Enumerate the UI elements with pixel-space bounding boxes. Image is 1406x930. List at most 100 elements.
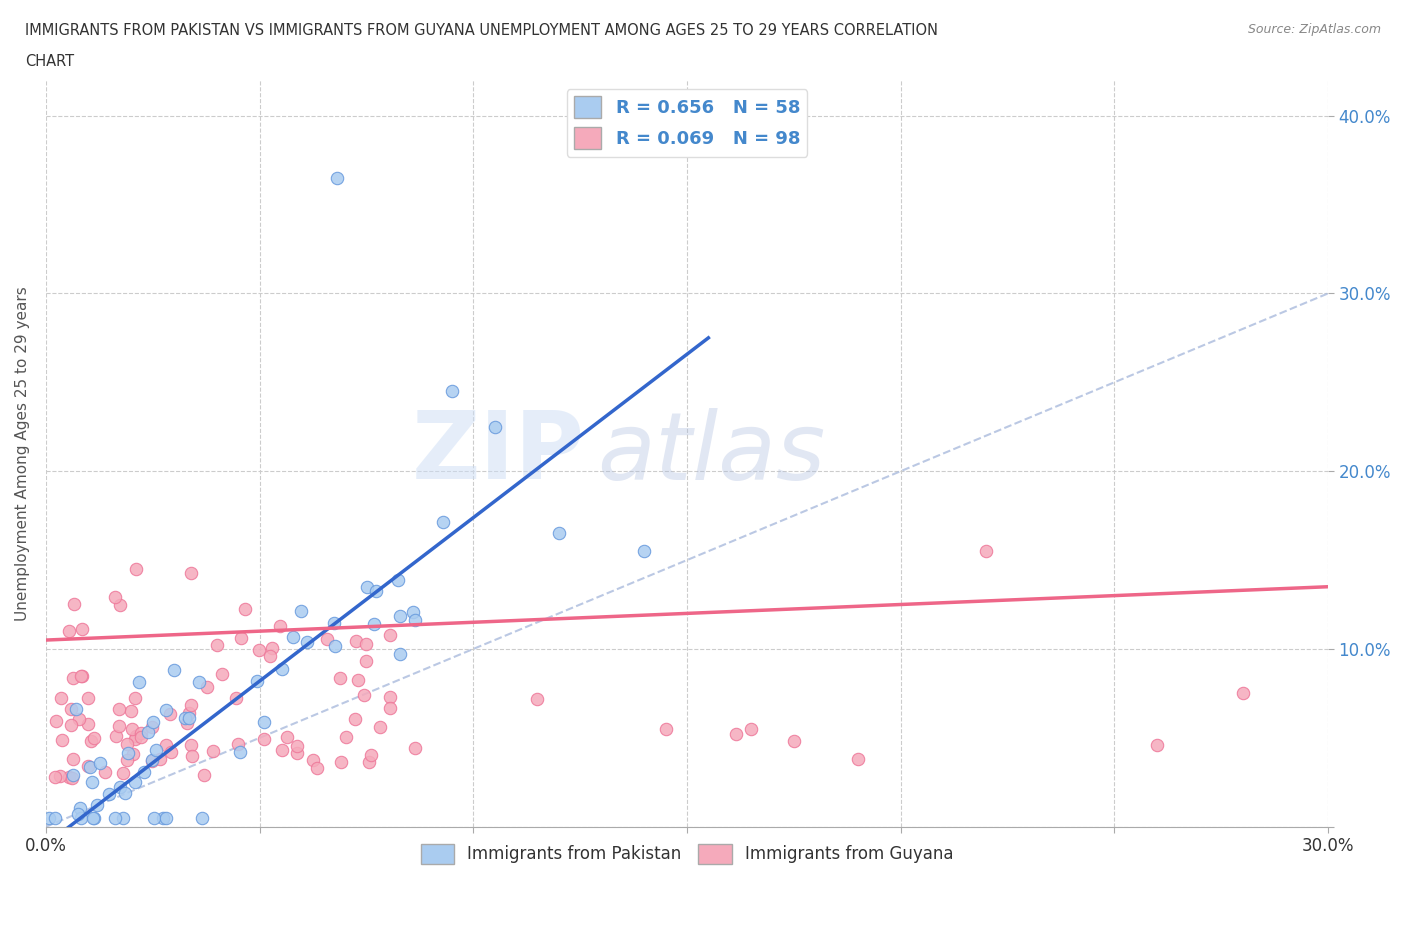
Point xyxy=(389,646,412,661)
Point xyxy=(346,672,368,687)
Point xyxy=(176,715,198,730)
Point xyxy=(77,691,100,706)
Point xyxy=(51,732,73,747)
Point xyxy=(112,765,135,780)
Point xyxy=(155,737,177,752)
Point xyxy=(145,743,167,758)
Point xyxy=(305,761,328,776)
Point xyxy=(180,565,202,580)
Point xyxy=(44,810,66,825)
Point xyxy=(49,768,72,783)
Point xyxy=(253,715,276,730)
Point xyxy=(155,810,177,825)
Point xyxy=(138,724,160,739)
Text: atlas: atlas xyxy=(598,408,825,498)
Point xyxy=(160,745,183,760)
Point xyxy=(69,669,91,684)
Point xyxy=(353,687,375,702)
Point xyxy=(195,680,218,695)
Point xyxy=(59,717,82,732)
Point xyxy=(62,671,84,685)
Point xyxy=(228,737,250,751)
Point xyxy=(129,729,152,744)
Text: CHART: CHART xyxy=(25,54,75,69)
Point xyxy=(193,767,215,782)
Point xyxy=(163,662,186,677)
Point xyxy=(108,597,131,612)
Point xyxy=(368,720,391,735)
Point xyxy=(108,701,131,716)
Point xyxy=(104,810,127,825)
Point xyxy=(322,616,344,631)
Point xyxy=(974,544,997,559)
Point xyxy=(58,624,80,639)
Text: IMMIGRANTS FROM PAKISTAN VS IMMIGRANTS FROM GUYANA UNEMPLOYMENT AMONG AGES 25 TO: IMMIGRANTS FROM PAKISTAN VS IMMIGRANTS F… xyxy=(25,23,938,38)
Point xyxy=(740,722,762,737)
Point xyxy=(181,749,204,764)
Point xyxy=(846,751,869,766)
Point xyxy=(359,755,381,770)
Point xyxy=(155,702,177,717)
Point xyxy=(432,515,454,530)
Point xyxy=(77,759,100,774)
Point xyxy=(225,690,247,705)
Point xyxy=(45,713,67,728)
Point xyxy=(783,734,806,749)
Point xyxy=(1146,737,1168,752)
Point xyxy=(94,764,117,779)
Point xyxy=(247,642,270,657)
Text: Source: ZipAtlas.com: Source: ZipAtlas.com xyxy=(1247,23,1381,36)
Point xyxy=(654,722,676,737)
Point xyxy=(177,706,200,721)
Point xyxy=(86,798,108,813)
Point xyxy=(354,653,377,668)
Point xyxy=(104,590,127,604)
Point xyxy=(205,638,228,653)
Point xyxy=(83,810,105,825)
Point xyxy=(285,738,308,753)
Point xyxy=(440,384,463,399)
Point xyxy=(124,731,146,746)
Point xyxy=(1232,686,1254,701)
Point xyxy=(325,170,347,185)
Point xyxy=(67,711,90,726)
Point xyxy=(290,604,312,618)
Point xyxy=(124,774,146,789)
Legend: Immigrants from Pakistan, Immigrants from Guyana: Immigrants from Pakistan, Immigrants fro… xyxy=(413,837,960,870)
Point xyxy=(70,669,93,684)
Point xyxy=(201,743,224,758)
Point xyxy=(330,754,353,769)
Point xyxy=(79,759,101,774)
Point xyxy=(380,690,402,705)
Point xyxy=(315,631,337,646)
Point xyxy=(231,631,253,645)
Point xyxy=(115,737,138,751)
Point xyxy=(387,573,409,588)
Point xyxy=(60,702,83,717)
Point xyxy=(233,602,256,617)
Point xyxy=(97,786,120,801)
Point xyxy=(121,747,143,762)
Point xyxy=(211,667,233,682)
Point xyxy=(484,419,506,434)
Point xyxy=(141,752,163,767)
Point xyxy=(179,711,201,725)
Point xyxy=(132,765,155,780)
Point xyxy=(67,806,90,821)
Point xyxy=(180,737,202,752)
Point xyxy=(142,715,165,730)
Text: ZIP: ZIP xyxy=(412,407,585,499)
Point xyxy=(329,671,352,685)
Point xyxy=(117,745,139,760)
Point xyxy=(129,725,152,740)
Point xyxy=(323,638,346,653)
Point xyxy=(404,740,426,755)
Point xyxy=(262,640,284,655)
Point xyxy=(125,562,148,577)
Point xyxy=(360,748,382,763)
Y-axis label: Unemployment Among Ages 25 to 29 years: Unemployment Among Ages 25 to 29 years xyxy=(15,286,30,621)
Point xyxy=(124,691,146,706)
Point xyxy=(356,580,378,595)
Point xyxy=(82,810,104,825)
Point xyxy=(364,584,387,599)
